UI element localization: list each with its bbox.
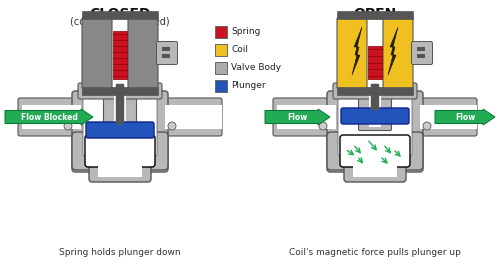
Circle shape: [423, 122, 431, 130]
Bar: [116, 84, 124, 124]
FancyBboxPatch shape: [72, 132, 168, 170]
Bar: [215, 62, 227, 74]
FancyBboxPatch shape: [341, 108, 409, 124]
FancyBboxPatch shape: [104, 87, 136, 130]
FancyBboxPatch shape: [128, 17, 158, 89]
Bar: [420, 105, 477, 129]
Text: Spring: Spring: [231, 27, 260, 37]
Bar: [165, 105, 222, 129]
FancyArrow shape: [265, 109, 330, 125]
Bar: [417, 54, 425, 58]
FancyBboxPatch shape: [337, 17, 367, 89]
Text: Flow: Flow: [288, 112, 308, 122]
Text: (coil NOT energized): (coil NOT energized): [70, 17, 170, 27]
FancyBboxPatch shape: [72, 91, 168, 172]
FancyBboxPatch shape: [78, 83, 162, 99]
Bar: [22, 105, 81, 129]
FancyBboxPatch shape: [156, 41, 178, 65]
FancyBboxPatch shape: [410, 98, 477, 136]
Bar: [337, 11, 413, 19]
Bar: [110, 19, 130, 87]
FancyBboxPatch shape: [358, 87, 392, 130]
Bar: [417, 47, 425, 51]
Bar: [162, 54, 170, 58]
Text: Coil's magnetic force pulls plunger up: Coil's magnetic force pulls plunger up: [289, 248, 461, 257]
Text: OPEN: OPEN: [354, 7, 397, 21]
Text: Flow: Flow: [455, 112, 475, 122]
Bar: [337, 87, 413, 95]
Bar: [82, 11, 158, 19]
Bar: [113, 31, 127, 79]
FancyBboxPatch shape: [344, 154, 406, 182]
FancyBboxPatch shape: [18, 98, 85, 136]
FancyBboxPatch shape: [327, 91, 423, 172]
FancyArrow shape: [5, 109, 93, 125]
FancyArrow shape: [435, 109, 495, 125]
Circle shape: [319, 122, 327, 130]
FancyBboxPatch shape: [412, 41, 432, 65]
Text: Coil: Coil: [231, 45, 248, 55]
Polygon shape: [352, 27, 362, 75]
Text: Plunger: Plunger: [231, 82, 266, 90]
FancyBboxPatch shape: [333, 83, 417, 99]
FancyBboxPatch shape: [89, 154, 151, 182]
Bar: [277, 105, 336, 129]
Polygon shape: [388, 27, 398, 75]
FancyBboxPatch shape: [155, 98, 222, 136]
Bar: [114, 91, 126, 127]
FancyBboxPatch shape: [83, 97, 157, 156]
Bar: [82, 87, 158, 95]
Circle shape: [64, 122, 72, 130]
Circle shape: [168, 122, 176, 130]
FancyBboxPatch shape: [327, 132, 423, 170]
Bar: [98, 162, 142, 177]
FancyBboxPatch shape: [340, 135, 410, 167]
FancyBboxPatch shape: [383, 17, 413, 89]
Bar: [353, 162, 397, 177]
Text: Valve Body: Valve Body: [231, 63, 281, 73]
Bar: [215, 26, 227, 38]
Bar: [162, 47, 170, 51]
Bar: [368, 46, 382, 79]
FancyBboxPatch shape: [338, 97, 412, 156]
Text: Flow Blocked: Flow Blocked: [20, 112, 78, 122]
FancyBboxPatch shape: [273, 98, 340, 136]
Text: (coil energized): (coil energized): [337, 17, 413, 27]
Bar: [215, 44, 227, 56]
FancyBboxPatch shape: [86, 122, 154, 138]
Text: CLOSED: CLOSED: [89, 7, 151, 21]
FancyBboxPatch shape: [85, 135, 155, 167]
Bar: [215, 80, 227, 92]
Bar: [369, 91, 381, 127]
Text: Spring holds plunger down: Spring holds plunger down: [59, 248, 181, 257]
FancyBboxPatch shape: [82, 17, 112, 89]
Bar: [371, 84, 379, 110]
Bar: [365, 19, 385, 87]
